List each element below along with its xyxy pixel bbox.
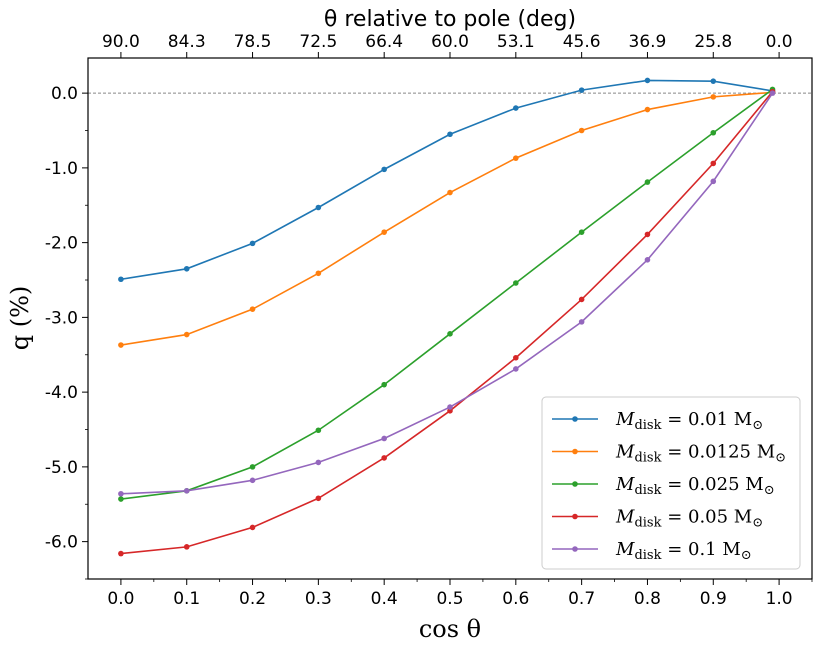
y-tick-label-1: -1.0 — [45, 159, 78, 179]
x-axis-title: cos θ — [419, 615, 481, 643]
data-point-4-8 — [644, 257, 651, 263]
data-point-2-7 — [578, 229, 585, 235]
data-point-1-6 — [513, 155, 519, 161]
data-point-4-0 — [118, 490, 124, 497]
data-point-4-9 — [710, 178, 717, 185]
legend-swatch-marker-1 — [572, 448, 578, 455]
y-tick-label-3: -3.0 — [45, 308, 78, 328]
y-tick-label-4: -4.0 — [45, 383, 78, 403]
data-point-2-4 — [381, 381, 387, 388]
data-point-0-2 — [249, 240, 256, 247]
data-point-0-0 — [118, 276, 124, 283]
data-point-0-7 — [578, 87, 585, 93]
legend: Mdisk = 0.01 M⊙ Mdisk = 0.0125 M⊙ Mdisk = … — [541, 396, 801, 570]
legend-label-4: Mdisk = 0.1 M⊙ — [615, 539, 752, 563]
data-point-0-3 — [315, 204, 322, 211]
top-tick-label-5: 60.0 — [431, 32, 469, 52]
data-point-3-9 — [710, 160, 717, 167]
data-point-2-6 — [513, 280, 519, 286]
data-point-3-3 — [315, 495, 322, 502]
top-tick-label-1: 84.3 — [168, 32, 206, 52]
data-point-3-6 — [513, 354, 519, 361]
top-tick-label-8: 36.9 — [629, 32, 667, 52]
data-point-4-1 — [183, 487, 190, 494]
legend-swatch-marker-2 — [572, 481, 578, 487]
left-axis: 0.0 -1.0 -2.0 -3.0 -4.0 -5.0 -6.0 — [45, 84, 88, 580]
data-point-4-2 — [249, 477, 256, 484]
y-tick-label-6: -6.0 — [45, 533, 78, 553]
x-tick-label-7: 0.7 — [568, 589, 595, 609]
data-point-1-4 — [381, 229, 387, 235]
legend-label-1: Mdisk = 0.0125 M⊙ — [615, 442, 786, 466]
x-tick-label-8: 0.8 — [634, 589, 661, 609]
y-tick-label-0: 0.0 — [51, 84, 78, 104]
data-point-3-0 — [118, 550, 124, 557]
x-tick-label-10: 1.0 — [766, 589, 793, 609]
legend-swatch-marker-0 — [572, 416, 578, 422]
top-tick-label-6: 53.1 — [497, 32, 535, 52]
data-point-1-5 — [447, 189, 453, 196]
data-point-1-8 — [644, 106, 651, 113]
top-axis: 90.0 84.3 78.5 72.5 66.4 60.0 53.1 45.6 36.9 25.8… — [102, 32, 793, 58]
data-point-4-6 — [513, 366, 519, 372]
top-tick-label-2: 78.5 — [234, 32, 272, 52]
data-point-3-4 — [381, 455, 387, 461]
top-tick-label-7: 45.6 — [563, 32, 601, 52]
y-tick-label-5: -5.0 — [45, 458, 78, 478]
data-point-0-8 — [644, 77, 651, 84]
data-point-0-9 — [710, 78, 717, 84]
top-tick-label-10: 0.0 — [766, 32, 793, 52]
x-tick-label-0: 0.0 — [107, 589, 134, 609]
data-point-3-2 — [249, 524, 256, 531]
data-point-2-0 — [118, 496, 124, 502]
data-point-2-2 — [249, 464, 256, 470]
data-point-2-3 — [315, 427, 322, 434]
x-tick-label-4: 0.4 — [371, 589, 398, 609]
data-point-4-4 — [381, 435, 387, 442]
data-point-1-3 — [315, 270, 322, 277]
top-tick-label-3: 72.5 — [299, 32, 337, 52]
y-tick-label-2: -2.0 — [45, 234, 78, 254]
bottom-axis: 0.0 0.1 0.2 0.3 0.4 0.5 0.6 0.7 0.8 0.9 1.0 — [107, 579, 813, 609]
data-point-0-4 — [381, 166, 387, 173]
data-point-2-5 — [447, 331, 453, 337]
top-tick-label-9: 25.8 — [694, 32, 732, 52]
legend-swatch-marker-3 — [572, 513, 578, 520]
legend-label-2: Mdisk = 0.025 M⊙ — [615, 474, 775, 498]
data-point-1-1 — [183, 331, 190, 338]
top-tick-label-4: 66.4 — [365, 32, 403, 52]
data-point-1-7 — [578, 127, 585, 134]
series-layer — [118, 77, 776, 557]
legend-swatch-marker-4 — [572, 546, 578, 552]
x-tick-label-2: 0.2 — [239, 589, 266, 609]
x-tick-label-5: 0.5 — [436, 589, 463, 609]
data-point-2-9 — [710, 129, 717, 136]
data-point-3-7 — [578, 296, 585, 303]
data-point-0-1 — [183, 265, 190, 272]
legend-label-3: Mdisk = 0.05 M⊙ — [615, 507, 763, 531]
data-point-1-0 — [118, 342, 124, 348]
data-point-0-6 — [513, 105, 519, 111]
data-point-3-8 — [644, 231, 651, 238]
legend-entries: Mdisk = 0.01 M⊙ Mdisk = 0.0125 M⊙ Mdisk = … — [552, 409, 786, 563]
data-point-2-8 — [644, 179, 651, 185]
data-point-4-5 — [447, 404, 453, 410]
x-tick-label-6: 0.6 — [502, 589, 529, 609]
legend-box — [541, 396, 801, 570]
x-tick-label-9: 0.9 — [700, 589, 727, 609]
data-point-1-9 — [710, 94, 717, 100]
data-point-4-10 — [769, 90, 776, 96]
data-point-0-5 — [447, 131, 453, 138]
x-tick-label-3: 0.3 — [305, 589, 332, 609]
data-point-4-7 — [578, 319, 585, 325]
data-point-1-2 — [249, 306, 256, 312]
legend-label-0: Mdisk = 0.01 M⊙ — [615, 409, 763, 433]
data-point-3-1 — [183, 544, 190, 550]
x-tick-label-1: 0.1 — [173, 589, 200, 609]
top-tick-label-0: 90.0 — [102, 32, 140, 52]
y-axis-title: q (%) — [6, 286, 34, 351]
data-point-4-3 — [315, 459, 322, 466]
top-axis-title: θ relative to pole (deg) — [324, 7, 576, 32]
